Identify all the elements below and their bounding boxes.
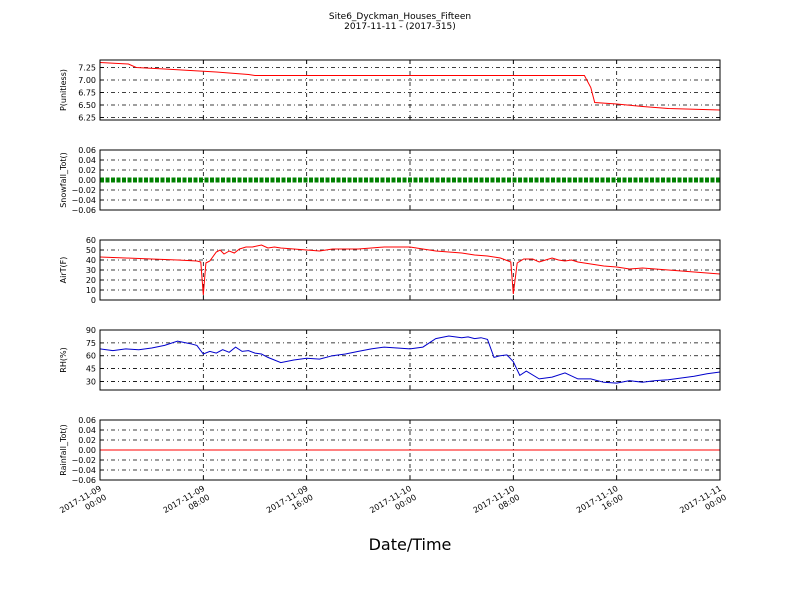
y-tick-label: −0.06 (71, 206, 96, 215)
y-tick-label: −0.02 (71, 186, 96, 195)
y-tick-label: 0.02 (78, 436, 96, 445)
y-tick-label: 90 (86, 326, 96, 335)
y-tick-label: 0.04 (78, 426, 96, 435)
x-tick-label: 2017-11-0916:00 (265, 484, 315, 524)
x-tick-label: 2017-11-0900:00 (58, 484, 108, 524)
series-line (99, 244, 721, 296)
axes-frame (99, 239, 721, 301)
subplot-2: −0.06−0.04−0.020.000.020.040.06 Snowfall_… (59, 146, 721, 215)
y-tick-label: 6.75 (78, 89, 96, 98)
chart-subtitle: 2017-11-11 - (2017-315) (344, 22, 456, 32)
x-tick-label: 2017-11-1016:00 (575, 484, 625, 524)
y-tick-label: 50 (86, 246, 96, 255)
y-tick-label: 0.00 (78, 446, 96, 455)
y-tick-label: −0.02 (71, 456, 96, 465)
series-line (99, 335, 721, 384)
y-axis-label: Snowfall_Tot() (59, 152, 68, 208)
y-tick-label: 7.00 (78, 76, 96, 85)
y-axis-label: P(unitless) (59, 69, 68, 111)
y-tick-label: 30 (86, 266, 96, 275)
y-tick-label: 20 (86, 276, 96, 285)
chart-title: Site6_Dyckman_Houses_Fifteen (329, 12, 471, 22)
y-tick-label: −0.06 (71, 476, 96, 485)
x-tick-label: 2017-11-0908:00 (162, 484, 212, 524)
y-tick-label: 0.02 (78, 166, 96, 175)
y-axis-label: RH(%) (59, 347, 68, 372)
y-tick-label: −0.04 (71, 196, 96, 205)
x-tick-label: 2017-11-1100:00 (678, 484, 728, 524)
x-tick-label: 2017-11-1008:00 (472, 484, 522, 524)
y-tick-label: 75 (86, 339, 96, 348)
y-tick-label: 30 (86, 377, 96, 386)
y-tick-label: 60 (86, 352, 96, 361)
y-tick-label: 0.06 (78, 146, 96, 155)
y-tick-label: 10 (86, 286, 96, 295)
axes-frame (99, 149, 721, 211)
y-tick-label: 40 (86, 256, 96, 265)
y-tick-label: 60 (86, 236, 96, 245)
y-tick-label: 6.25 (78, 114, 96, 123)
y-axis-label: Rainfall_Tot() (59, 424, 68, 476)
y-tick-label: −0.04 (71, 466, 96, 475)
y-tick-label: 0.06 (78, 416, 96, 425)
y-tick-label: 6.50 (78, 101, 96, 110)
x-tick-label: 2017-11-1000:00 (368, 484, 418, 524)
subplot-1: 6.25 6.50 6.75 7.00 7.25 P(unitless) (59, 59, 721, 123)
y-axis-label: AirT(F) (59, 257, 68, 284)
subplot-4: 30 45 60 75 90 RH(%) (59, 326, 721, 391)
subplot-5: −0.06−0.04−0.020.000.020.040.06 Rainfall_… (59, 416, 721, 485)
x-axis-tick-labels: 2017-11-0900:00 2017-11-0908:00 2017-11-09… (58, 484, 728, 524)
subplots: 6.256.506.757.007.25P(unitless)−0.06−0.0… (59, 59, 721, 485)
y-tick-label: 45 (86, 365, 96, 374)
axes-frame (99, 419, 721, 481)
y-tick-label: 7.25 (78, 64, 96, 73)
axes-frame (99, 59, 721, 121)
axes-frame (99, 329, 721, 391)
x-axis-label: Date/Time (369, 535, 452, 554)
y-tick-label: 0.04 (78, 156, 96, 165)
y-tick-label: 0 (91, 296, 96, 305)
series-line (99, 62, 721, 111)
y-tick-label: 0.00 (78, 176, 96, 185)
